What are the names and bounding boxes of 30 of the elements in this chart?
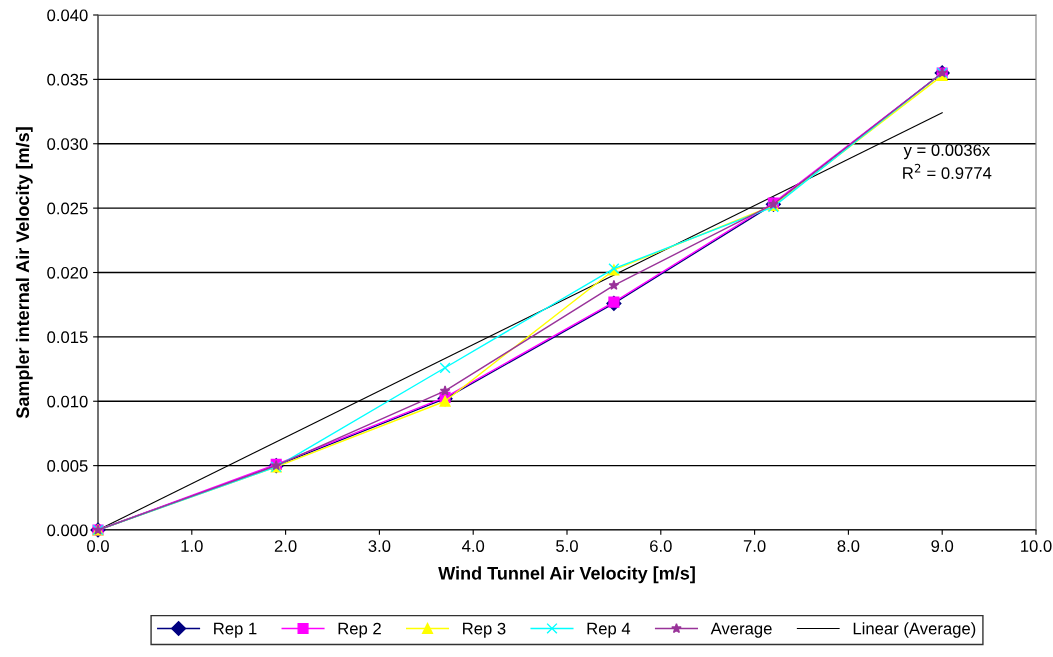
x-tick-label: 9.0 bbox=[931, 540, 954, 552]
x-axis-title: Wind Tunnel Air Velocity [m/s] bbox=[438, 566, 695, 584]
x-tick-label: 10.0 bbox=[1021, 540, 1052, 552]
annotation: R$^{2}$ = 0.9774 bbox=[903, 163, 992, 179]
y-tick-label: 0.015 bbox=[47, 331, 88, 344]
x-tick-label: 1.0 bbox=[181, 540, 203, 552]
y-tick-label: 0.035 bbox=[47, 73, 88, 86]
y-tick-label: 0.025 bbox=[47, 202, 88, 215]
y-tick-label: 0.030 bbox=[47, 138, 88, 150]
legend-label: Rep 3 bbox=[463, 622, 506, 638]
legend-label: Rep 2 bbox=[338, 622, 381, 638]
legend-label: Average bbox=[710, 622, 772, 638]
annotation: y = 0.0036x bbox=[903, 144, 991, 160]
y-tick-label: 0.000 bbox=[47, 524, 88, 537]
x-tick-label: 8.0 bbox=[837, 540, 860, 552]
x-tick-label: 7.0 bbox=[743, 540, 766, 552]
y-tick-label: 0.020 bbox=[47, 266, 88, 279]
x-tick-label: 5.0 bbox=[556, 540, 578, 552]
legend-label: Rep 4 bbox=[587, 622, 631, 638]
y-tick-label: 0.010 bbox=[47, 395, 88, 408]
x-tick-label: 0.0 bbox=[87, 540, 109, 552]
x-tick-label: 4.0 bbox=[462, 540, 485, 552]
legend-label: Linear (Average) bbox=[853, 622, 976, 638]
y-tick-label: 0.005 bbox=[47, 460, 88, 472]
x-tick-label: 2.0 bbox=[274, 540, 297, 552]
y-axis-title: Sampler internal Air Velocity [m/s] bbox=[15, 127, 33, 419]
y-tick-label: 0.040 bbox=[47, 9, 88, 22]
x-tick-label: 6.0 bbox=[650, 540, 672, 552]
legend-label: Rep 1 bbox=[214, 622, 257, 638]
x-tick-label: 3.0 bbox=[368, 540, 391, 552]
